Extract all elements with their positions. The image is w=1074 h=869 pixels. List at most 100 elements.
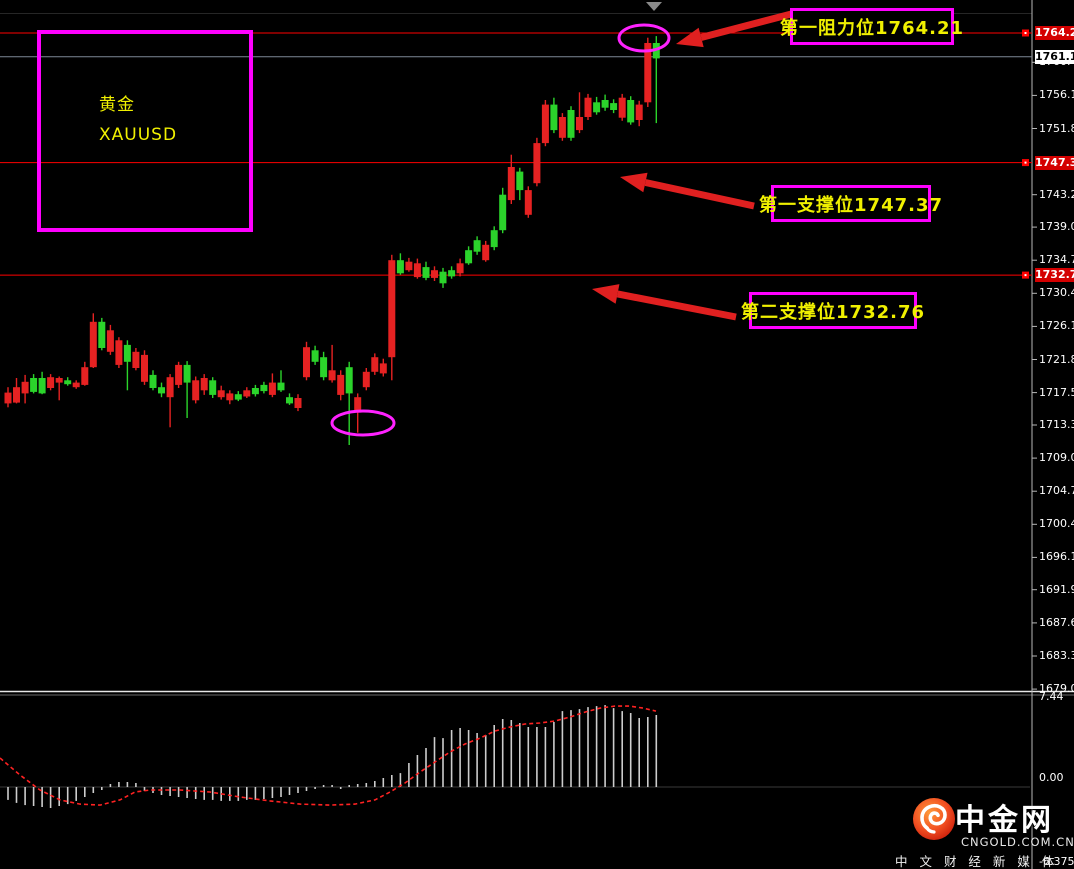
candle-body: [192, 380, 200, 401]
candle-body: [183, 364, 191, 383]
candle-body: [260, 384, 268, 392]
candle-body: [550, 104, 558, 131]
price-tick-label: 1730.40: [1039, 286, 1074, 300]
price-tick-label: 1743.20: [1039, 187, 1074, 201]
price-badge-current-price: 1761.11: [1035, 49, 1074, 64]
price-tick-label: 1751.80: [1039, 121, 1074, 135]
price-badge-support-1: 1747.37: [1035, 155, 1074, 170]
symbol-annotation-box[interactable]: 黄金 XAUUSD: [37, 30, 253, 232]
price-tick-label: 1739.00: [1039, 220, 1074, 234]
price-tick-label: 1691.90: [1039, 582, 1074, 596]
candle-body: [64, 380, 72, 385]
candle-body: [354, 397, 362, 413]
price-tick-label: 1717.50: [1039, 385, 1074, 399]
support-1-label-box[interactable]: 第一支撑位1747.37: [759, 185, 942, 222]
cngold-logo-icon: [913, 798, 955, 840]
candle-body: [47, 377, 55, 388]
candle-body: [507, 167, 515, 201]
candle-body: [413, 263, 421, 278]
candle-body: [175, 364, 183, 385]
candle-body: [567, 110, 575, 138]
symbol-name-cn: 黄金: [99, 95, 135, 115]
candle-body: [286, 397, 293, 404]
arrow-to-support1-head[interactable]: [620, 172, 648, 193]
candle-body: [123, 344, 131, 362]
price-tick-label: 1721.80: [1039, 352, 1074, 366]
candle-body: [217, 390, 225, 398]
candle-body: [627, 100, 635, 123]
candle-body: [576, 117, 583, 131]
price-tick-label: 1713.30: [1039, 418, 1074, 431]
cngold-logo: 中金网 CNGOLD.COM.CN 中 文 财 经 新 媒 体: [893, 793, 1074, 869]
candle-body: [115, 340, 123, 365]
candle-body: [593, 102, 601, 113]
candle-body: [55, 378, 63, 383]
candle-body: [89, 321, 97, 368]
candle-body: [209, 380, 217, 395]
candle-body: [388, 260, 396, 358]
arrow-to-resistance-shaft[interactable]: [700, 8, 800, 41]
candle-body: [584, 97, 592, 117]
candle-body: [132, 351, 140, 368]
candle-body: [294, 398, 302, 408]
candle-body: [268, 382, 276, 395]
candle-body: [379, 363, 387, 374]
candle-body: [98, 321, 106, 348]
price-tick-label: 1700.40: [1039, 517, 1074, 531]
symbol-code: XAUUSD: [99, 125, 178, 145]
support-2-label-box[interactable]: 第二支撑位1732.76: [741, 292, 924, 329]
candle-body: [81, 367, 89, 385]
candle-body: [4, 392, 12, 404]
candle-body: [644, 43, 652, 103]
indicator-max-label: 7.44: [1039, 690, 1064, 703]
resistance-1-label-box[interactable]: 第一阻力位1764.21: [780, 8, 963, 45]
candle-body: [558, 117, 566, 138]
price-tick-label: 1687.60: [1039, 615, 1074, 629]
candle-body: [226, 393, 234, 401]
price-tick-label: 1696.10: [1039, 550, 1074, 564]
candle-body: [30, 378, 38, 392]
candle-body: [405, 261, 413, 271]
candle-body: [72, 382, 80, 388]
price-tick-label: 1726.10: [1039, 319, 1074, 333]
price-tick-label: 1704.70: [1039, 484, 1074, 498]
candle-body: [524, 190, 532, 215]
candle-body: [473, 240, 481, 252]
candle-body: [431, 270, 438, 278]
price-tick-label: 1683.30: [1039, 649, 1074, 662]
arrow-to-resistance-head[interactable]: [676, 27, 704, 48]
price-badge-resistance-1: 1764.21: [1035, 26, 1074, 40]
arrow-to-support2-shaft[interactable]: [616, 290, 737, 321]
signal-line: [0, 705, 657, 806]
logo-tagline: 中 文 财 经 新 媒 体: [895, 854, 1059, 869]
candle-body: [166, 377, 174, 398]
candle-body: [243, 390, 251, 397]
candle-body: [337, 374, 345, 395]
circle-top-high[interactable]: [617, 23, 671, 53]
candle-body: [320, 357, 328, 378]
candle-body: [635, 104, 643, 120]
candle-body: [345, 367, 353, 394]
candle-body: [251, 388, 259, 395]
indicator-zero-label: 0.00: [1039, 771, 1064, 784]
candle-body: [456, 263, 464, 274]
candle-body: [533, 143, 541, 184]
candle-body: [234, 394, 242, 400]
candle-body: [106, 330, 114, 352]
candle-body: [465, 250, 473, 264]
level-handle-dot: [1024, 161, 1027, 164]
triangle-marker-icon[interactable]: [646, 2, 662, 11]
price-tick-label: 1679.00: [1039, 682, 1074, 696]
candle-body: [439, 271, 447, 284]
arrow-to-support2-head[interactable]: [592, 284, 620, 304]
arrow-to-support1-shaft[interactable]: [644, 179, 755, 210]
candle-body: [371, 357, 379, 372]
circle-swing-low[interactable]: [330, 409, 396, 437]
candle-body: [21, 381, 29, 394]
price-badge-support-2: 1732.76: [1035, 268, 1074, 283]
logo-title: 中金网: [955, 803, 1054, 838]
candle-body: [396, 260, 404, 274]
candle-body: [516, 171, 524, 191]
logo-domain: CNGOLD.COM.CN: [961, 835, 1074, 849]
